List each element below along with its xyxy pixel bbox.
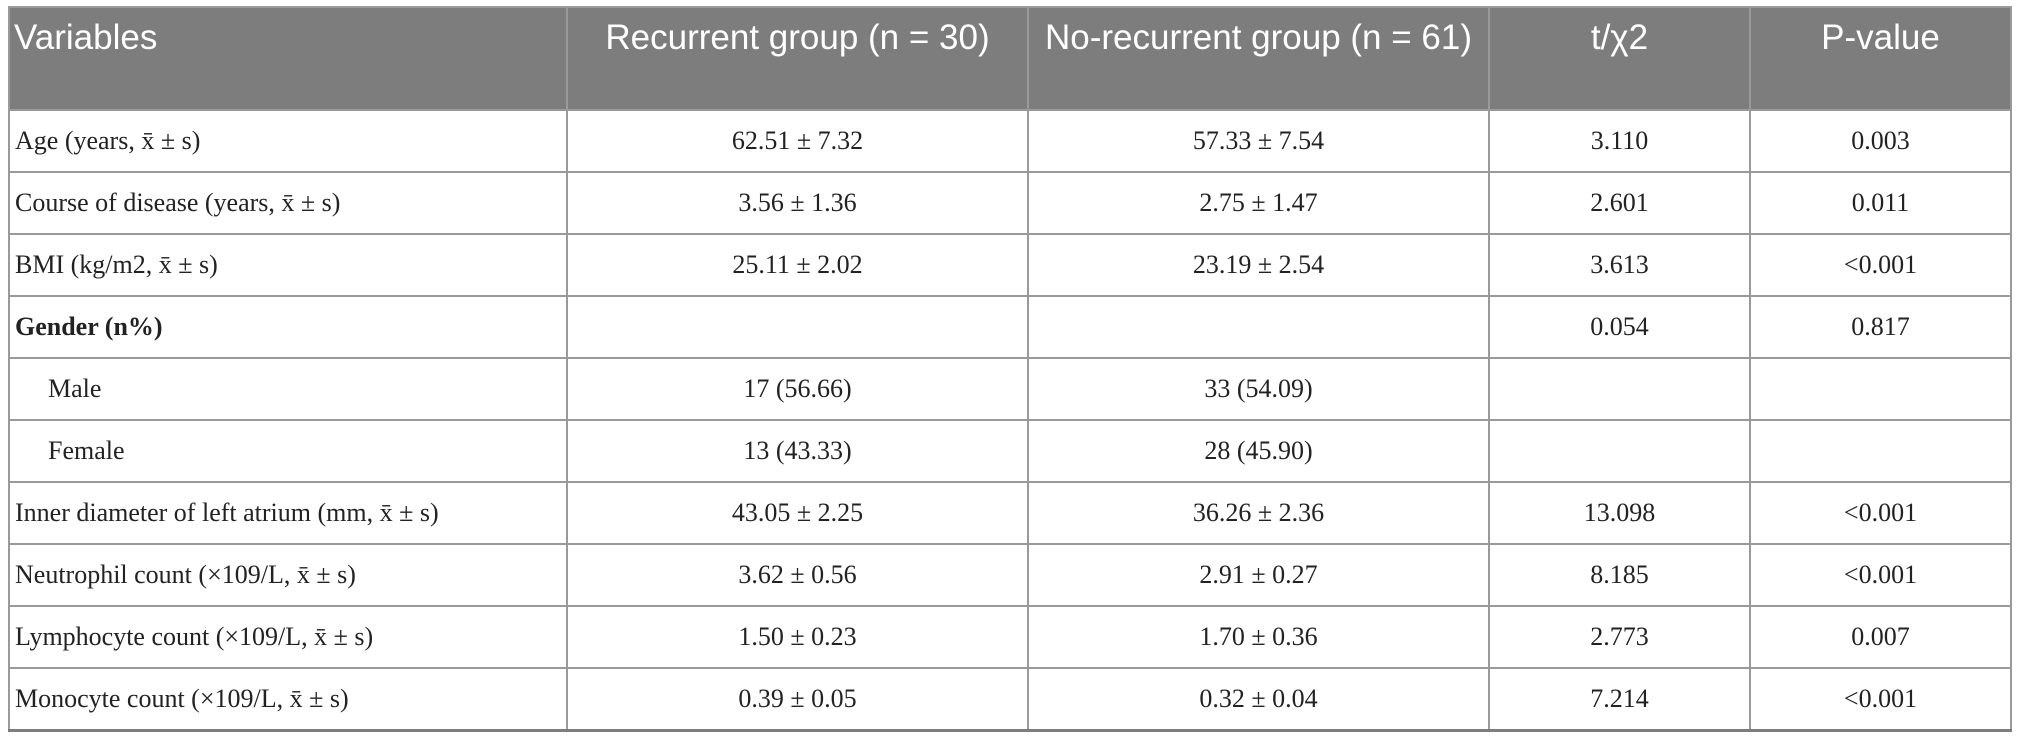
header-test-statistic: t/χ2	[1488, 6, 1751, 111]
recurrent-cell: 3.56 ± 1.36	[566, 171, 1029, 235]
p-value-cell: <0.001	[1749, 667, 2012, 732]
table-row: Course of disease (years, x̄ ± s) 3.56 ±…	[8, 171, 2012, 235]
p-value-cell: 0.003	[1749, 109, 2012, 173]
recurrent-cell: 43.05 ± 2.25	[566, 481, 1029, 545]
statistic-cell: 2.601	[1488, 171, 1751, 235]
header-p-value: P-value	[1749, 6, 2012, 111]
no-recurrent-cell: 23.19 ± 2.54	[1027, 233, 1490, 297]
recurrent-cell: 0.39 ± 0.05	[566, 667, 1029, 732]
recurrent-cell: 17 (56.66)	[566, 357, 1029, 421]
recurrent-cell: 1.50 ± 0.23	[566, 605, 1029, 669]
data-table: Variables Recurrent group (n = 30) No-re…	[8, 6, 2012, 732]
table-row: Male 17 (56.66) 33 (54.09)	[8, 357, 2012, 421]
table-row: Age (years, x̄ ± s) 62.51 ± 7.32 57.33 ±…	[8, 109, 2012, 173]
p-value-cell: 0.011	[1749, 171, 2012, 235]
p-value-cell: <0.001	[1749, 543, 2012, 607]
recurrent-cell: 25.11 ± 2.02	[566, 233, 1029, 297]
p-value-cell	[1749, 419, 2012, 483]
statistic-cell: 8.185	[1488, 543, 1751, 607]
header-no-recurrent-group: No-recurrent group (n = 61)	[1027, 6, 1490, 111]
table-row: Monocyte count (×109/L, x̄ ± s) 0.39 ± 0…	[8, 667, 2012, 732]
statistic-cell: 3.613	[1488, 233, 1751, 297]
no-recurrent-cell	[1027, 295, 1490, 359]
recurrent-cell	[566, 295, 1029, 359]
header-recurrent-group: Recurrent group (n = 30)	[566, 6, 1029, 111]
variable-cell: Neutrophil count (×109/L, x̄ ± s)	[8, 543, 568, 607]
table-row: Female 13 (43.33) 28 (45.90)	[8, 419, 2012, 483]
table-row: Inner diameter of left atrium (mm, x̄ ± …	[8, 481, 2012, 545]
recurrent-cell: 62.51 ± 7.32	[566, 109, 1029, 173]
no-recurrent-cell: 2.91 ± 0.27	[1027, 543, 1490, 607]
no-recurrent-cell: 1.70 ± 0.36	[1027, 605, 1490, 669]
statistic-cell	[1488, 357, 1751, 421]
table-row: Neutrophil count (×109/L, x̄ ± s) 3.62 ±…	[8, 543, 2012, 607]
no-recurrent-cell: 57.33 ± 7.54	[1027, 109, 1490, 173]
statistic-cell: 13.098	[1488, 481, 1751, 545]
variable-cell: Age (years, x̄ ± s)	[8, 109, 568, 173]
p-value-cell: <0.001	[1749, 233, 2012, 297]
no-recurrent-cell: 2.75 ± 1.47	[1027, 171, 1490, 235]
variable-cell: Inner diameter of left atrium (mm, x̄ ± …	[8, 481, 568, 545]
header-row: Variables Recurrent group (n = 30) No-re…	[8, 6, 2012, 111]
no-recurrent-cell: 36.26 ± 2.36	[1027, 481, 1490, 545]
table-header: Variables Recurrent group (n = 30) No-re…	[8, 6, 2012, 111]
table-row: BMI (kg/m2, x̄ ± s) 25.11 ± 2.02 23.19 ±…	[8, 233, 2012, 297]
p-value-cell: 0.007	[1749, 605, 2012, 669]
variable-cell: Female	[8, 419, 568, 483]
recurrent-cell: 3.62 ± 0.56	[566, 543, 1029, 607]
table-row: Gender (n%) 0.054 0.817	[8, 295, 2012, 359]
variable-cell: Course of disease (years, x̄ ± s)	[8, 171, 568, 235]
recurrent-cell: 13 (43.33)	[566, 419, 1029, 483]
no-recurrent-cell: 28 (45.90)	[1027, 419, 1490, 483]
variable-cell: Gender (n%)	[8, 295, 568, 359]
statistic-cell: 3.110	[1488, 109, 1751, 173]
p-value-cell: 0.817	[1749, 295, 2012, 359]
variable-cell: BMI (kg/m2, x̄ ± s)	[8, 233, 568, 297]
statistic-cell	[1488, 419, 1751, 483]
variable-cell: Male	[8, 357, 568, 421]
variable-cell: Lymphocyte count (×109/L, x̄ ± s)	[8, 605, 568, 669]
p-value-cell: <0.001	[1749, 481, 2012, 545]
statistic-cell: 2.773	[1488, 605, 1751, 669]
header-variables: Variables	[8, 6, 568, 111]
no-recurrent-cell: 0.32 ± 0.04	[1027, 667, 1490, 732]
statistic-cell: 0.054	[1488, 295, 1751, 359]
variable-cell: Monocyte count (×109/L, x̄ ± s)	[8, 667, 568, 732]
no-recurrent-cell: 33 (54.09)	[1027, 357, 1490, 421]
table-body: Age (years, x̄ ± s) 62.51 ± 7.32 57.33 ±…	[8, 109, 2012, 732]
p-value-cell	[1749, 357, 2012, 421]
table-row: Lymphocyte count (×109/L, x̄ ± s) 1.50 ±…	[8, 605, 2012, 669]
statistic-cell: 7.214	[1488, 667, 1751, 732]
